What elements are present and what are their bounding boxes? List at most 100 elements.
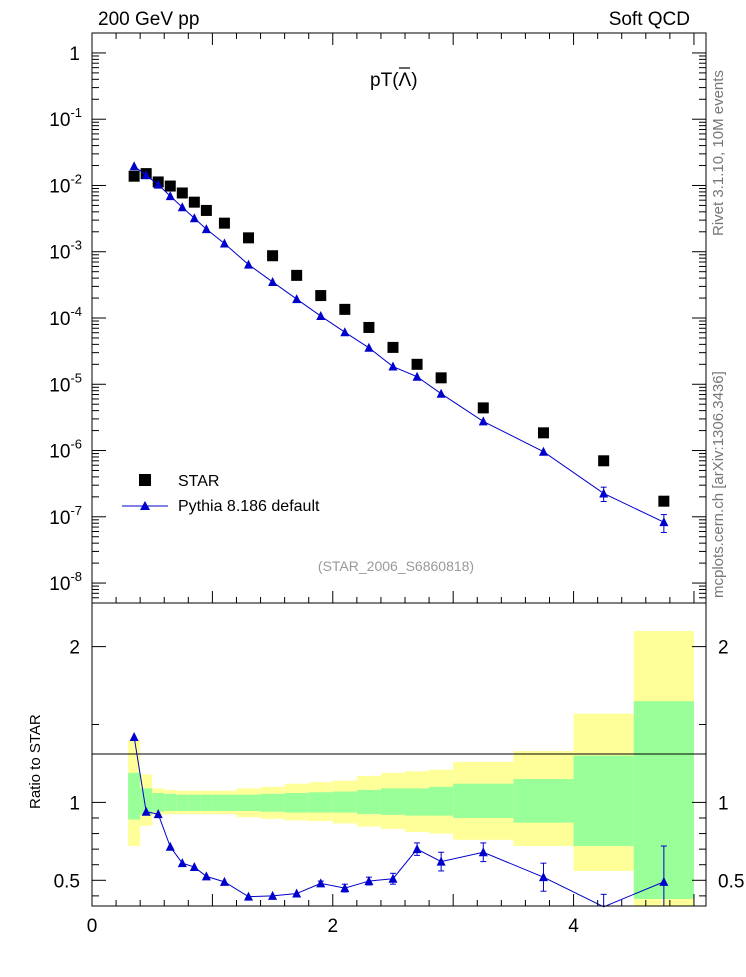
ratio-inner-band	[200, 794, 213, 811]
ratio-inner-band	[212, 794, 237, 811]
rivet-label: Rivet 3.1.10, 10M events	[710, 70, 727, 236]
main-frame	[91, 32, 707, 604]
main-series-layer	[128, 161, 670, 533]
pythia-data-point	[388, 361, 398, 371]
main-y-tick-label: 10-1	[49, 105, 82, 131]
main-y-tick-label: 10-8	[49, 569, 82, 595]
chart-title: pT(Λ)	[370, 70, 418, 91]
pythia-data-point	[364, 342, 374, 352]
ratio-inner-band	[128, 772, 141, 820]
ratio-data-point	[201, 871, 211, 881]
mcplots-label: mcplots.cern.ch [arXiv:1306.3436]	[710, 371, 727, 598]
main-axes-layer: 10-8 10-7 10-6 10-5 10-4 10-3 10-2 10-1 1	[49, 32, 706, 604]
pythia-data-point	[478, 416, 488, 426]
pythia-data-point	[599, 488, 609, 498]
ratio-y-tick-label-left: 1	[69, 793, 80, 814]
pythia-data-point	[189, 213, 199, 223]
ratio-data-point	[340, 883, 350, 893]
ratio-data-point	[219, 876, 229, 886]
pythia-data-point	[340, 327, 350, 337]
pythia-data-point	[268, 276, 278, 286]
main-y-tick-label: 10-5	[49, 370, 82, 396]
ratio-x-tick-label: 4	[568, 916, 579, 937]
ratio-inner-band	[308, 792, 333, 813]
ratio-axes-layer: 0.5 0.5 1 1 2 2 0 2 4	[54, 638, 745, 937]
legend-marker-star	[139, 474, 151, 486]
ratio-data-point	[538, 872, 548, 882]
ratio-inner-band	[260, 793, 285, 812]
analysis-id: (STAR_2006_S6860818)	[318, 558, 474, 574]
star-data-point	[200, 204, 212, 216]
ratio-data-point	[412, 844, 422, 854]
star-data-point	[658, 495, 670, 507]
star-data-point	[176, 187, 188, 199]
ratio-y-tick-label-left: 0.5	[54, 871, 80, 892]
pythia-data-point	[538, 446, 548, 456]
legend-label-pythia: Pythia 8.186 default	[178, 498, 320, 515]
ratio-inner-band	[405, 788, 430, 816]
ratio-x-tick-label: 2	[327, 916, 338, 937]
ratio-data-point	[177, 858, 187, 868]
pythia-data-point	[201, 224, 211, 234]
legend-label-star: STAR	[178, 473, 219, 490]
ratio-inner-band	[236, 794, 261, 811]
header-right: Soft QCD	[609, 9, 690, 30]
star-data-point	[218, 217, 230, 229]
star-data-point	[315, 290, 327, 302]
pythia-data-point	[141, 170, 151, 180]
star-data-point	[243, 232, 255, 244]
star-data-point	[128, 170, 140, 182]
ratio-inner-band	[513, 779, 574, 823]
main-y-tick-label: 10-6	[49, 437, 82, 463]
pythia-data-point	[412, 371, 422, 381]
star-data-point	[267, 250, 279, 262]
main-y-tick-label: 1	[69, 44, 80, 65]
star-data-point	[164, 180, 176, 192]
legend-marker-pythia	[140, 501, 150, 510]
pythia-data-point	[292, 294, 302, 304]
pythia-data-point	[177, 202, 187, 212]
ratio-data-point	[292, 888, 302, 898]
main-y-tick-label: 10-3	[49, 238, 82, 264]
main-y-tick-label: 10-7	[49, 503, 82, 529]
ratio-data-point	[388, 873, 398, 883]
ratio-data-point	[659, 876, 669, 886]
ratio-inner-band	[573, 755, 634, 847]
header-left: 200 GeV pp	[98, 9, 199, 30]
pythia-data-point	[316, 311, 326, 321]
star-data-point	[435, 372, 447, 384]
ratio-y-tick-label-left: 2	[69, 638, 80, 659]
ratio-data-point	[316, 878, 326, 888]
ratio-inner-band	[164, 793, 177, 811]
ratio-inner-band	[176, 794, 189, 811]
ratio-y-tick-label-right: 2	[718, 638, 729, 659]
ratio-inner-band	[332, 791, 357, 813]
main-y-tick-label: 10-2	[49, 171, 82, 197]
ratio-y-tick-label-right: 1	[718, 793, 729, 814]
main-y-tick-label: 10-4	[49, 304, 82, 330]
ratio-inner-band	[284, 793, 309, 813]
ratio-data-point	[141, 806, 151, 816]
star-data-point	[537, 427, 549, 439]
ratio-inner-band	[152, 793, 165, 812]
pythia-series-line	[133, 165, 665, 523]
ratio-panel: 0.5 0.5 1 1 2 2 0 2 4 Ratio to STAR	[27, 602, 745, 937]
ratio-data-point	[364, 876, 374, 886]
star-data-point	[387, 341, 399, 353]
ratio-inner-band	[356, 789, 381, 815]
pythia-data-point	[659, 517, 669, 527]
ratio-inner-band	[188, 794, 201, 811]
star-data-point	[411, 358, 423, 370]
ratio-data-point	[189, 862, 199, 872]
ratio-y-tick-label-right: 0.5	[718, 871, 744, 892]
title-lambda: Λ	[399, 70, 412, 91]
ratio-x-tick-label: 0	[87, 916, 98, 937]
ratio-data-point	[153, 809, 163, 819]
ratio-data-point	[165, 841, 175, 851]
ratio-series-layer	[129, 731, 669, 908]
pythia-data-point	[436, 388, 446, 398]
ratio-data-point	[129, 731, 139, 741]
ratio-data-point	[244, 891, 254, 901]
legend: STAR Pythia 8.186 default	[122, 473, 320, 515]
